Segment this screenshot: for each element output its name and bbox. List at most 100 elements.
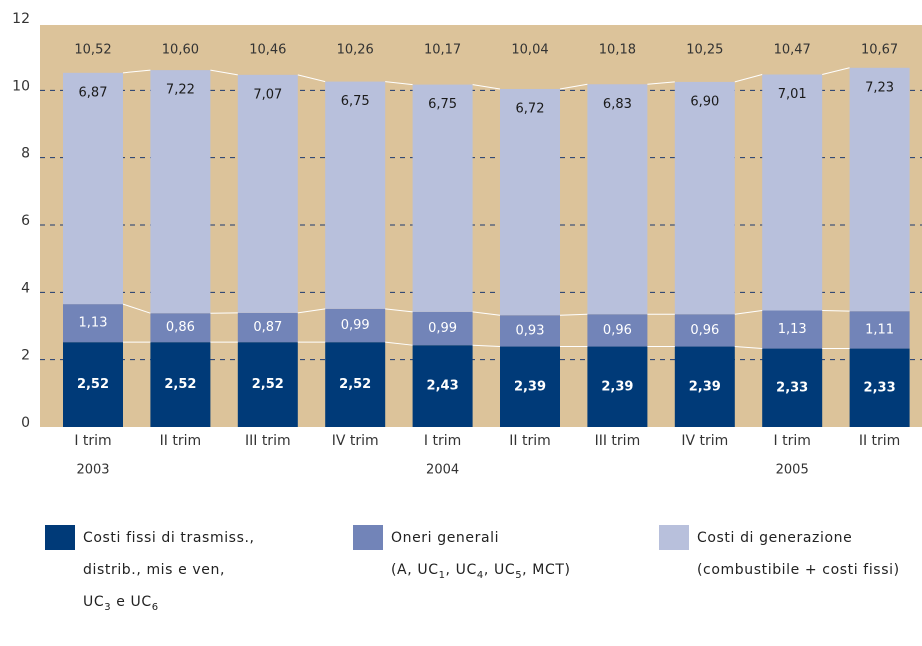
bar-segment (63, 342, 123, 427)
total-label: 10,52 (74, 43, 111, 58)
total-label: 10,17 (424, 43, 461, 58)
value-label: 2,39 (514, 379, 546, 394)
value-label: 7,07 (253, 87, 282, 102)
x-tick-label: III trim (595, 433, 641, 449)
connector (734, 346, 763, 350)
value-label: 0,93 (516, 323, 545, 338)
connector (559, 313, 588, 316)
value-label: 2,39 (601, 379, 633, 394)
x-tick-label: II trim (160, 433, 201, 449)
bar-segment (63, 304, 123, 343)
total-connector (647, 81, 675, 85)
value-label: 0,86 (166, 320, 195, 335)
value-label: 6,83 (603, 97, 632, 112)
value-label: 6,72 (516, 101, 545, 116)
legend-swatch (45, 525, 75, 550)
bar-segment (500, 315, 560, 347)
total-connector (734, 74, 763, 83)
y-tick-label: 2 (21, 348, 30, 364)
value-label: 2,39 (689, 379, 721, 394)
total-connector (559, 83, 588, 90)
value-label: 1,13 (778, 322, 807, 337)
bar-segment (150, 342, 211, 427)
bar-segment (500, 346, 560, 427)
legend-swatch (353, 525, 383, 550)
connector (122, 303, 151, 314)
connector (297, 308, 326, 314)
year-label: 2005 (776, 463, 809, 478)
total-label: 10,04 (511, 43, 548, 58)
bar-segment (762, 74, 823, 311)
bar-segment (237, 312, 298, 343)
total-connector (472, 84, 501, 90)
bar-segment (849, 348, 910, 427)
connector (385, 308, 413, 313)
bar-segment (237, 74, 298, 313)
bar-segment (674, 314, 735, 347)
bar-segment (849, 311, 910, 349)
total-connector (122, 69, 151, 74)
x-tick-label: I trim (74, 433, 111, 449)
value-label: 2,52 (252, 377, 284, 392)
value-label: 2,52 (77, 377, 109, 392)
year-label: 2003 (76, 463, 109, 478)
total-label: 10,47 (774, 43, 811, 58)
legend-label: Oneri generali (A, UC1, UC4, UC5, MCT) (391, 530, 571, 581)
value-label: 2,52 (339, 377, 371, 392)
y-tick-label: 8 (21, 146, 30, 162)
bar-segment (412, 311, 473, 346)
bar-segment (237, 342, 298, 427)
value-label: 7,23 (865, 80, 894, 95)
connector (734, 310, 763, 315)
bar-segment (849, 67, 910, 312)
legend-swatch (659, 525, 689, 550)
x-tick-label: I trim (774, 433, 811, 449)
bar-segment (762, 348, 823, 427)
chart: 0 2 4 6 8 10 12 2,52 1,13 6,87 10,52 I trim 2003 2,52… (12, 11, 922, 478)
x-tick-label: III trim (245, 433, 291, 449)
y-tick-label: 6 (21, 213, 30, 229)
value-label: 7,22 (166, 83, 195, 98)
value-label: 6,75 (428, 97, 457, 112)
value-label: 0,87 (253, 320, 282, 335)
connector (822, 310, 850, 312)
connector (385, 341, 413, 346)
bar-segment (412, 345, 473, 427)
y-tick-label: 12 (12, 11, 30, 27)
total-label: 10,26 (337, 43, 374, 58)
value-label: 2,33 (864, 380, 896, 395)
y-tick-label: 0 (21, 415, 30, 431)
value-label: 2,43 (427, 379, 459, 394)
bar-segment (325, 81, 386, 309)
total-label: 10,67 (861, 43, 898, 58)
bar-segment (587, 84, 648, 315)
bar-segment (150, 313, 211, 343)
total-label: 10,18 (599, 43, 636, 58)
bar-segment (63, 72, 123, 305)
bar-segment (762, 310, 823, 349)
total-label: 10,46 (249, 43, 286, 58)
value-label: 6,75 (341, 94, 370, 109)
value-label: 0,96 (690, 323, 719, 338)
x-tick-label: II trim (509, 433, 550, 449)
total-connector (210, 69, 238, 76)
y-tick-label: 10 (12, 78, 30, 94)
bar-segment (325, 342, 386, 427)
bar-segment (500, 88, 560, 316)
bar-segment (412, 84, 473, 312)
value-label: 2,52 (164, 377, 196, 392)
x-tick-label: II trim (859, 433, 900, 449)
total-connector (385, 81, 413, 86)
year-label: 2004 (426, 463, 459, 478)
bar-segment (674, 81, 735, 315)
x-tick-label: IV trim (681, 433, 728, 449)
value-label: 1,11 (865, 322, 894, 337)
value-label: 0,96 (603, 323, 632, 338)
bar-segment (150, 70, 211, 314)
total-label: 10,60 (162, 43, 199, 58)
value-label: 2,33 (776, 380, 808, 395)
value-label: 6,87 (79, 85, 108, 100)
total-connector (297, 74, 326, 83)
bar-segment (587, 346, 648, 427)
